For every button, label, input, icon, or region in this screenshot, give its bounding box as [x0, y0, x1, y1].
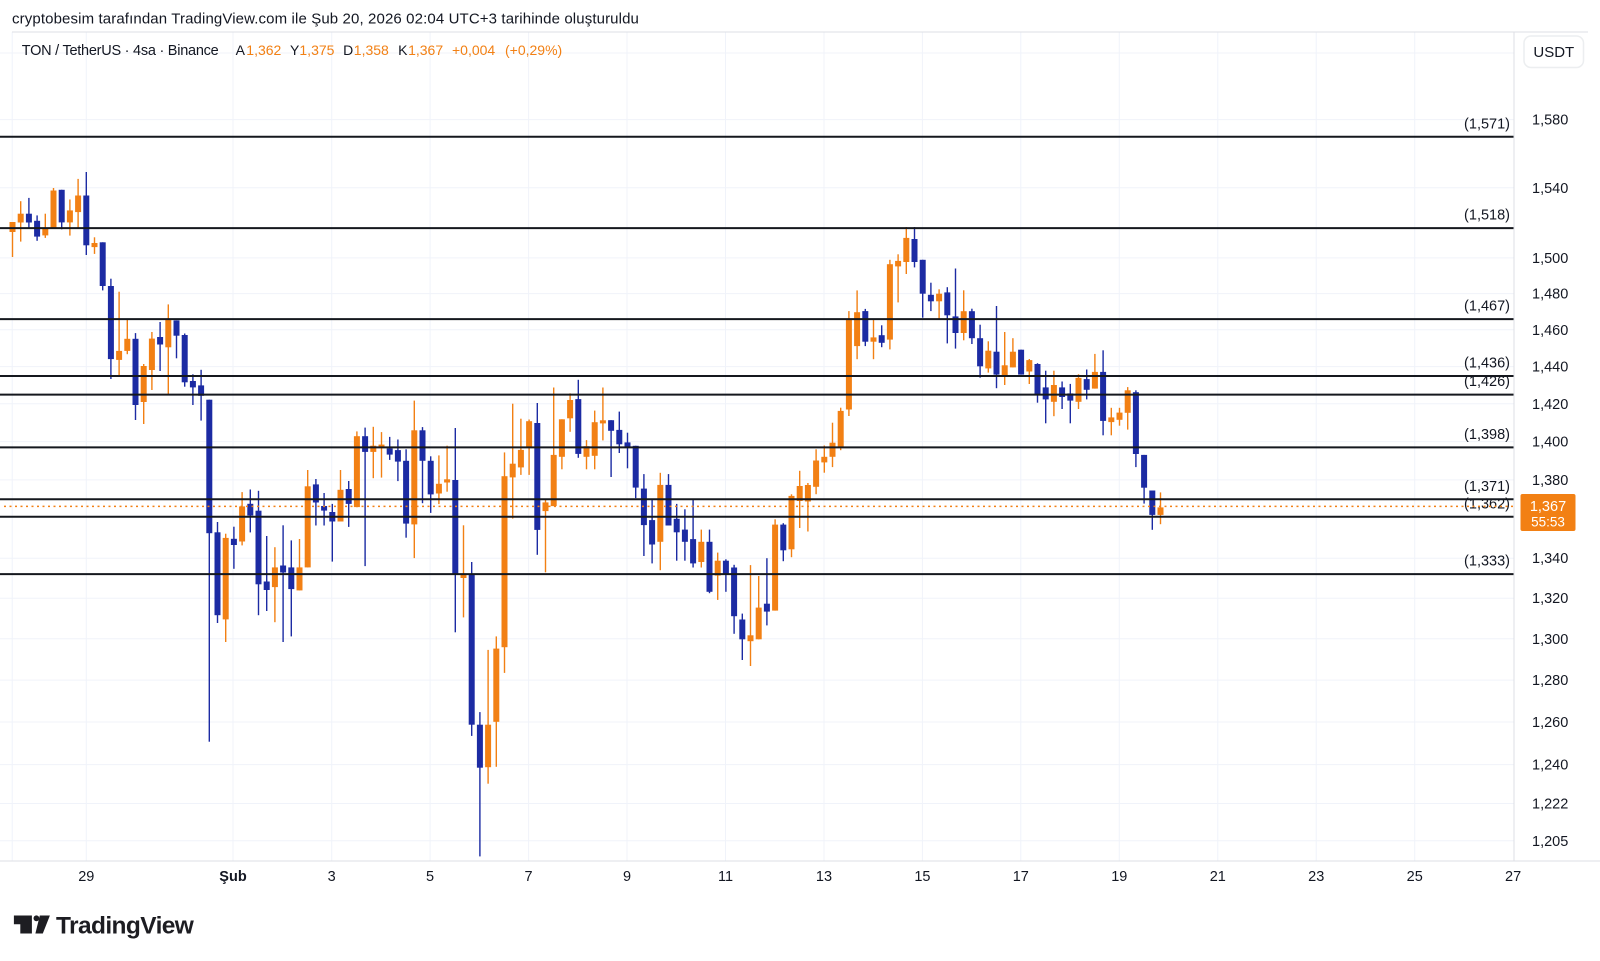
- svg-text:cryptobesim tarafından Trading: cryptobesim tarafından TradingView.com i…: [12, 11, 639, 28]
- svg-text:1,240: 1,240: [1532, 758, 1568, 774]
- svg-text:5: 5: [426, 869, 434, 885]
- svg-text:19: 19: [1111, 869, 1127, 885]
- svg-text:(1,426): (1,426): [1464, 374, 1510, 390]
- svg-text:13: 13: [816, 869, 832, 885]
- svg-text:1,375: 1,375: [299, 42, 334, 58]
- svg-text:(1,571): (1,571): [1464, 116, 1510, 132]
- svg-text:1,367: 1,367: [408, 42, 443, 58]
- svg-text:Y: Y: [290, 42, 300, 58]
- svg-text:1,320: 1,320: [1532, 591, 1568, 607]
- svg-text:1,340: 1,340: [1532, 551, 1568, 567]
- svg-text:55:53: 55:53: [1531, 515, 1565, 530]
- svg-text:25: 25: [1407, 869, 1423, 885]
- svg-text:1,420: 1,420: [1532, 397, 1568, 413]
- svg-text:9: 9: [623, 869, 631, 885]
- svg-text:TON / TetherUS · 4sa · Binance: TON / TetherUS · 4sa · Binance: [22, 43, 219, 59]
- svg-text:(+0,29%): (+0,29%): [505, 42, 562, 58]
- svg-text:(1,333): (1,333): [1464, 554, 1510, 570]
- svg-text:1,222: 1,222: [1532, 797, 1568, 813]
- svg-text:(1,518): (1,518): [1464, 208, 1510, 224]
- svg-text:1,540: 1,540: [1532, 181, 1568, 197]
- svg-text:1,300: 1,300: [1532, 632, 1568, 648]
- svg-text:1,500: 1,500: [1532, 251, 1568, 267]
- svg-text:(1,362): (1,362): [1464, 496, 1510, 512]
- svg-text:1,260: 1,260: [1532, 715, 1568, 731]
- svg-text:1,358: 1,358: [354, 42, 389, 58]
- svg-text:7: 7: [525, 869, 533, 885]
- svg-text:+0,004: +0,004: [452, 42, 495, 58]
- svg-text:(1,467): (1,467): [1464, 299, 1510, 315]
- svg-text:K: K: [398, 42, 408, 58]
- svg-text:1,380: 1,380: [1532, 473, 1568, 489]
- svg-text:1,367: 1,367: [1530, 499, 1566, 515]
- svg-text:A: A: [236, 42, 246, 58]
- svg-text:1,280: 1,280: [1532, 673, 1568, 689]
- svg-text:1,362: 1,362: [246, 42, 281, 58]
- svg-text:D: D: [343, 42, 353, 58]
- svg-text:17: 17: [1013, 869, 1029, 885]
- svg-text:11: 11: [718, 869, 733, 885]
- svg-text:1,205: 1,205: [1532, 834, 1568, 850]
- svg-text:1,480: 1,480: [1532, 287, 1568, 303]
- svg-text:27: 27: [1505, 869, 1521, 885]
- svg-text:29: 29: [78, 869, 94, 885]
- svg-text:23: 23: [1308, 869, 1324, 885]
- svg-text:TradingView: TradingView: [56, 913, 195, 940]
- svg-text:1,400: 1,400: [1532, 435, 1568, 451]
- svg-text:(1,398): (1,398): [1464, 427, 1510, 443]
- svg-text:(1,436): (1,436): [1464, 356, 1510, 372]
- svg-text:21: 21: [1210, 869, 1226, 885]
- svg-text:USDT: USDT: [1533, 44, 1574, 61]
- svg-text:1,460: 1,460: [1532, 323, 1568, 339]
- svg-text:(1,371): (1,371): [1464, 479, 1510, 495]
- svg-text:Şub: Şub: [219, 869, 247, 885]
- svg-text:1,440: 1,440: [1532, 360, 1568, 376]
- svg-text:15: 15: [914, 869, 930, 885]
- svg-text:1,580: 1,580: [1532, 113, 1568, 129]
- svg-text:3: 3: [328, 869, 336, 885]
